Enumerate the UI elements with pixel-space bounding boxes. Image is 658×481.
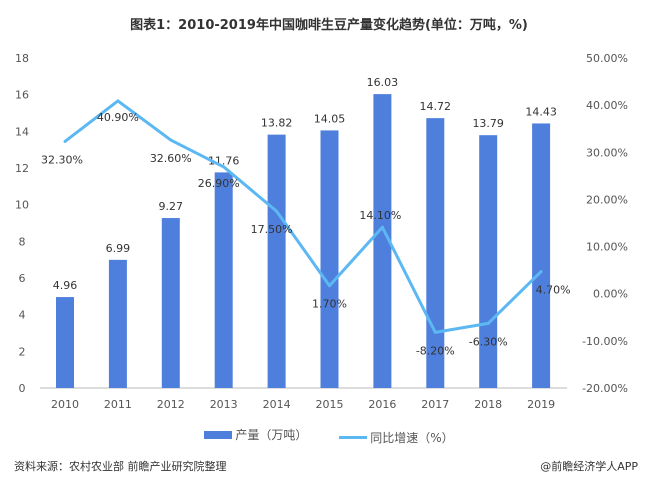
bar xyxy=(108,259,127,388)
x-tick-label: 2016 xyxy=(368,398,396,411)
bar xyxy=(267,134,286,388)
growth-line xyxy=(64,99,543,334)
bar-value-label: 13.79 xyxy=(472,117,504,130)
line-point xyxy=(222,165,226,169)
line-value-label: 26.90% xyxy=(198,177,240,190)
left-tick-label: 6 xyxy=(19,272,26,285)
legend-label-growth: 同比增速（%） xyxy=(370,430,454,445)
bar-value-label: 16.03 xyxy=(367,76,399,89)
right-tick-label: 10.00% xyxy=(586,241,628,254)
bar-value-label: 6.99 xyxy=(106,242,131,255)
line-point xyxy=(328,284,331,288)
line-value-label: -8.20% xyxy=(416,344,455,357)
x-tick-label: 2019 xyxy=(527,398,555,411)
line-value-label: 32.60% xyxy=(150,152,192,165)
legend-label-production: 产量（万吨） xyxy=(235,428,308,442)
right-tick-label: -20.00% xyxy=(582,382,628,395)
bar xyxy=(161,218,180,388)
x-tick-label: 2013 xyxy=(210,398,238,411)
line-value-label: 1.70% xyxy=(312,298,347,311)
left-tick-label: 10 xyxy=(15,199,29,212)
source-note: 资料来源：农村农业部 前瞻产业研究院整理 xyxy=(14,460,227,473)
line-point xyxy=(116,99,120,103)
line-value-label: 14.10% xyxy=(359,209,401,222)
x-tick-label: 2012 xyxy=(157,398,185,411)
bar-value-label: 9.27 xyxy=(159,200,184,213)
line-value-label: 32.30% xyxy=(41,153,83,166)
legend-swatch-line xyxy=(339,435,368,439)
bar-value-label: 14.72 xyxy=(420,100,452,113)
bar xyxy=(373,94,392,388)
line-point xyxy=(380,225,384,229)
line-point xyxy=(275,209,279,213)
x-tick-label: 2010 xyxy=(51,398,79,411)
bar xyxy=(56,297,74,388)
right-tick-label: 50.00% xyxy=(586,52,628,65)
bar-value-label: 4.96 xyxy=(53,279,78,292)
line-value-label: -6.30% xyxy=(469,335,508,348)
left-tick-label: 4 xyxy=(19,309,26,322)
bar-value-label: 14.05 xyxy=(314,112,346,125)
bar-value-label: 13.82 xyxy=(261,117,293,130)
credit-note: @前瞻经济学人APP xyxy=(540,460,638,473)
legend: 产量（万吨） 同比增速（%） xyxy=(0,426,658,446)
x-tick-label: 2015 xyxy=(316,398,344,411)
left-tick-label: 16 xyxy=(15,89,29,102)
right-tick-label: 30.00% xyxy=(586,146,628,159)
left-tick-label: 8 xyxy=(19,235,26,248)
x-tick-label: 2017 xyxy=(421,398,449,411)
chart-plot: 0 2 4 6 8 10 12 14 16 18 -20.00% -10.00% 0.00% 10.00%… xyxy=(15,52,628,411)
left-tick-label: 14 xyxy=(15,125,29,138)
line-point xyxy=(539,270,543,274)
right-tick-label: 40.00% xyxy=(586,99,628,112)
legend-item-production: 产量（万吨） xyxy=(204,426,307,443)
left-tick-label: 2 xyxy=(19,345,26,358)
line-point xyxy=(63,139,67,143)
chart-title: 图表1：2010-2019年中国咖啡生豆产量变化趋势(单位：万吨，%) xyxy=(130,18,528,33)
right-tick-label: 20.00% xyxy=(586,193,628,206)
bar xyxy=(214,172,233,388)
right-tick-label: 0.00% xyxy=(593,288,628,301)
x-tick-label: 2018 xyxy=(474,398,502,411)
x-tick-label: 2014 xyxy=(263,398,291,411)
left-tick-label: 0 xyxy=(19,382,26,395)
left-tick-label: 12 xyxy=(15,162,29,175)
bar xyxy=(479,135,498,388)
bar-value-label: 14.43 xyxy=(525,105,557,118)
line-value-label: 4.70% xyxy=(536,284,571,297)
legend-swatch-bar xyxy=(204,430,233,439)
bar xyxy=(532,123,551,388)
line-point xyxy=(486,321,490,325)
right-tick-label: -10.00% xyxy=(582,335,628,348)
x-tick-label: 2011 xyxy=(104,398,132,411)
bar xyxy=(320,130,339,388)
line-value-label: 40.90% xyxy=(97,111,139,124)
legend-item-growth: 同比增速（%） xyxy=(339,429,454,446)
line-value-label: 17.50% xyxy=(251,223,293,236)
line-point xyxy=(433,330,437,334)
left-tick-label: 18 xyxy=(15,52,29,65)
line-point xyxy=(169,138,173,142)
